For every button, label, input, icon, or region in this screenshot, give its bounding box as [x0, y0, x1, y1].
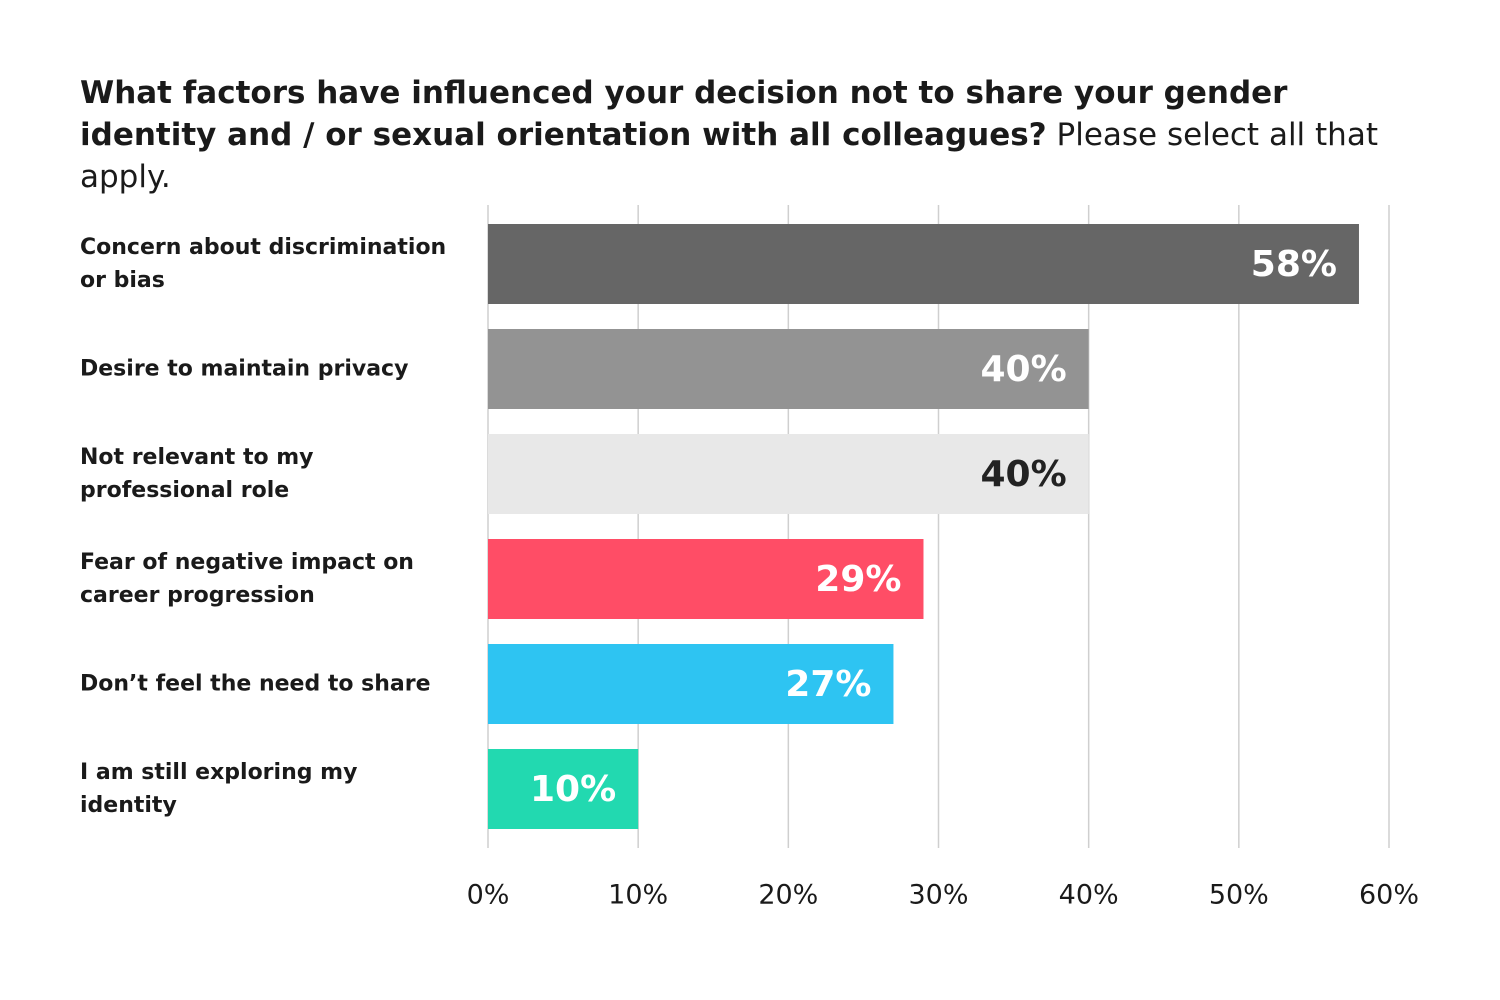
x-tick-label: 0% [467, 880, 510, 911]
x-tick-label: 10% [608, 880, 668, 911]
x-tick-label: 20% [758, 880, 818, 911]
bar [488, 644, 894, 724]
value-label: 29% [815, 559, 901, 600]
chart-subtitle: Please select all that apply. [80, 117, 1378, 195]
value-label: 40% [980, 454, 1066, 495]
category-label: Concern about discrimination or bias [80, 235, 447, 293]
chart-title: What factors have influenced your decisi… [80, 75, 1288, 153]
category-label: Don’t feel the need to share [80, 671, 431, 697]
x-tick-label: 30% [908, 880, 968, 911]
value-label: 40% [980, 349, 1066, 390]
category-label: Not relevant to my professional role [80, 445, 314, 503]
value-label: 27% [785, 664, 871, 705]
category-label: Fear of negative impact on career progre… [80, 550, 414, 608]
bar [488, 329, 1089, 409]
x-tick-label: 50% [1209, 880, 1269, 911]
value-label: 10% [530, 769, 616, 810]
bar [488, 434, 1089, 514]
chart-title-block: What factors have influenced your decisi… [80, 72, 1410, 198]
category-label: I am still exploring my identity [80, 760, 358, 818]
category-label: Desire to maintain privacy [80, 356, 409, 382]
x-tick-label: 60% [1359, 880, 1419, 911]
bar [488, 749, 639, 829]
x-tick-label: 40% [1059, 880, 1119, 911]
value-label: 58% [1251, 244, 1337, 285]
bar [488, 539, 924, 619]
bar [488, 224, 1359, 304]
